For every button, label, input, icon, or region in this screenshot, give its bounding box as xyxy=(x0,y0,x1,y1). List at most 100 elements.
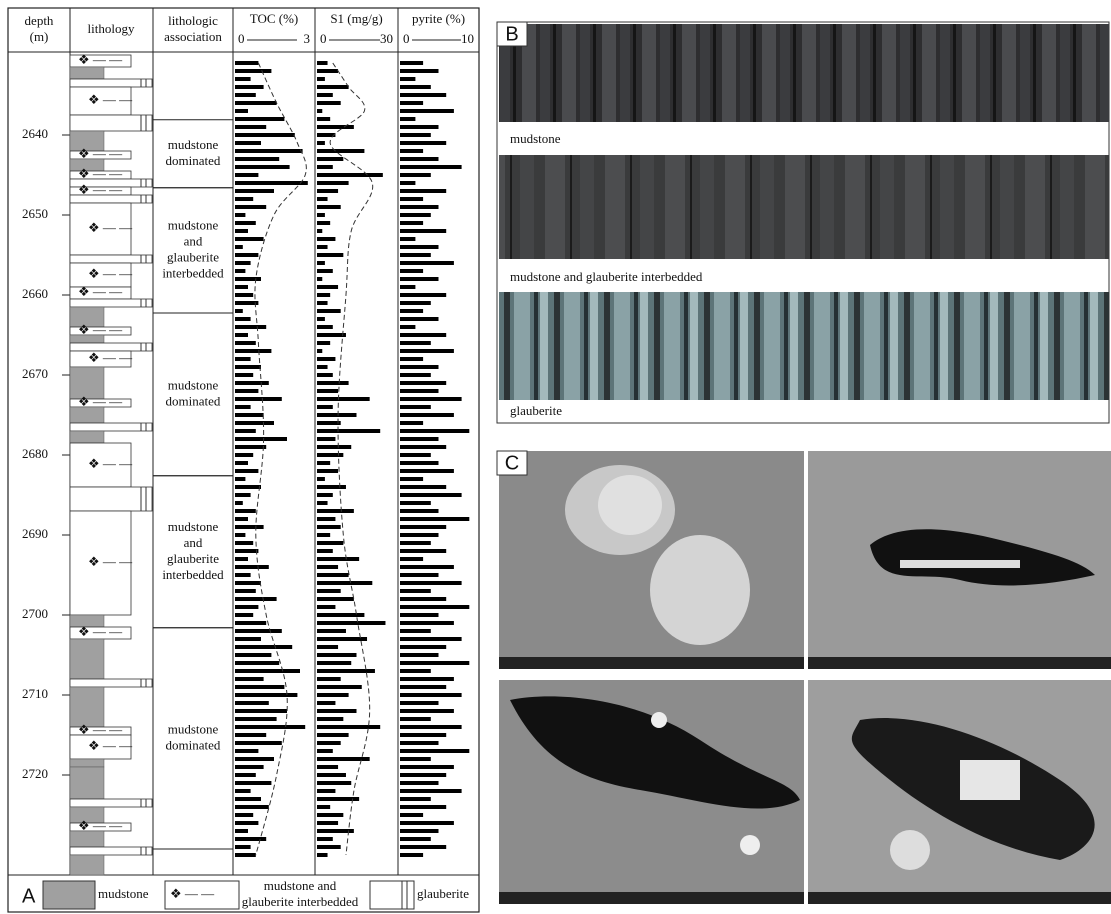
log-bar xyxy=(317,181,349,185)
log-bar xyxy=(317,693,349,697)
log-bar xyxy=(317,837,333,841)
log-bar xyxy=(317,493,333,497)
mudstone-layer xyxy=(70,67,104,79)
mudstone-layer xyxy=(70,767,104,799)
log-bar xyxy=(235,229,248,233)
log-bar xyxy=(235,325,266,329)
log-bar xyxy=(400,261,454,265)
log-bar xyxy=(317,629,346,633)
log-bar xyxy=(400,165,462,169)
log-bar xyxy=(235,685,284,689)
log-bar xyxy=(317,565,338,569)
log-bar xyxy=(317,749,333,753)
log-bar xyxy=(235,397,282,401)
log-bar xyxy=(400,773,446,777)
core-photo xyxy=(499,155,1109,259)
association-label: glauberite xyxy=(167,249,219,264)
glauberite-layer xyxy=(70,195,152,203)
log-bar xyxy=(317,165,333,169)
association-label: mudstone xyxy=(168,721,219,736)
log-bar xyxy=(317,333,346,337)
log-bar xyxy=(400,725,462,729)
log-bar xyxy=(235,853,256,857)
log-bar xyxy=(235,845,251,849)
log-bar xyxy=(400,645,446,649)
legend-label: mudstone xyxy=(98,886,149,901)
log-bar xyxy=(317,205,341,209)
log-bar xyxy=(235,797,261,801)
log-bar xyxy=(235,381,269,385)
log-bar xyxy=(235,205,266,209)
log-bar xyxy=(400,493,462,497)
log-bar xyxy=(317,709,357,713)
log-bar xyxy=(400,541,431,545)
log-bar xyxy=(400,413,454,417)
log-bar xyxy=(400,173,431,177)
track-title: TOC (%) xyxy=(250,11,299,26)
log-bar xyxy=(235,621,266,625)
log-bar xyxy=(235,357,251,361)
log-bar xyxy=(400,517,469,521)
log-bar xyxy=(235,813,253,817)
log-bar xyxy=(235,429,256,433)
log-bar xyxy=(235,261,251,265)
log-bar xyxy=(317,253,343,257)
interbedded-symbol: ❖ — — xyxy=(88,554,133,569)
log-bar xyxy=(400,781,439,785)
log-bar xyxy=(317,685,362,689)
log-bar xyxy=(235,565,269,569)
log-bar xyxy=(400,213,431,217)
log-bar xyxy=(235,373,253,377)
log-bar xyxy=(317,397,370,401)
log-bar xyxy=(400,157,439,161)
log-bar xyxy=(400,749,469,753)
log-bar xyxy=(317,69,338,73)
legend-label: glauberite interbedded xyxy=(242,894,359,909)
log-bar xyxy=(235,69,271,73)
log-bar xyxy=(235,493,251,497)
mudstone-layer xyxy=(70,407,104,423)
log-bar xyxy=(400,853,423,857)
association-label: and xyxy=(184,233,203,248)
log-bar xyxy=(235,157,279,161)
log-bar xyxy=(317,125,354,129)
log-bar xyxy=(235,477,245,481)
log-bar xyxy=(400,229,446,233)
log-bar xyxy=(400,205,439,209)
log-bar xyxy=(400,597,446,601)
log-bar xyxy=(400,93,446,97)
log-bar xyxy=(400,765,454,769)
log-bar xyxy=(235,149,303,153)
log-bar xyxy=(400,301,431,305)
log-bar xyxy=(235,437,287,441)
log-bar xyxy=(235,133,295,137)
log-bar xyxy=(317,117,330,121)
log-bar xyxy=(317,509,354,513)
log-bar xyxy=(317,701,335,705)
log-bar xyxy=(317,325,333,329)
log-bar xyxy=(400,101,423,105)
log-bar xyxy=(235,317,251,321)
log-bar xyxy=(400,789,462,793)
log-bar xyxy=(400,437,439,441)
log-bar xyxy=(400,349,454,353)
log-bar xyxy=(317,261,325,265)
glauberite-layer xyxy=(70,679,152,687)
log-bar xyxy=(400,133,431,137)
track-max: 3 xyxy=(304,31,311,46)
log-bar xyxy=(317,773,346,777)
log-bar xyxy=(235,173,258,177)
track-min: 0 xyxy=(238,31,245,46)
log-bar xyxy=(400,117,415,121)
log-bar xyxy=(400,661,469,665)
log-bar xyxy=(400,389,439,393)
log-bar xyxy=(400,757,431,761)
log-bar xyxy=(317,109,322,113)
association-label: glauberite xyxy=(167,551,219,566)
log-bar xyxy=(400,693,462,697)
log-bar xyxy=(400,381,446,385)
header-depth-unit: (m) xyxy=(30,29,49,44)
log-bar xyxy=(400,621,454,625)
log-bar xyxy=(400,629,431,633)
glauberite-layer xyxy=(70,79,152,87)
